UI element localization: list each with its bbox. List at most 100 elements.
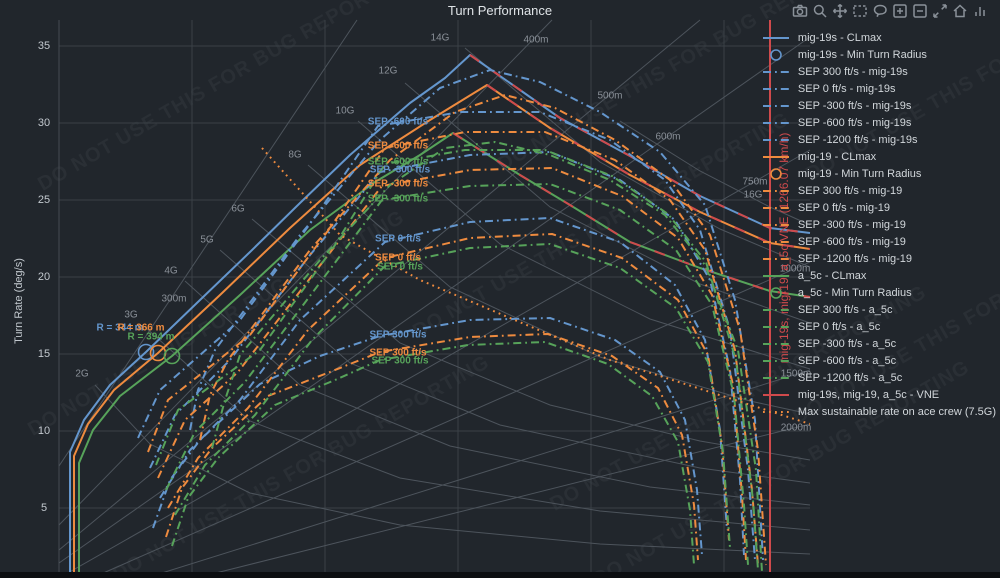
legend-item-sep-300-ft-s-mig-19s[interactable]: SEP -300 ft/s - mig-19s <box>761 100 996 112</box>
radius-guide-600m <box>58 36 811 564</box>
legend-label: a_5c - CLmax <box>797 270 867 282</box>
series-sep-0-ft-s-mig-19 <box>167 233 730 541</box>
legend-label: SEP -300 ft/s - a_5c <box>797 338 897 350</box>
g-guide-12G <box>404 82 811 324</box>
legend-item-sep-0-ft-s-a-5c[interactable]: SEP 0 ft/s - a_5c <box>761 321 996 333</box>
legend-swatch-dashdot <box>762 377 789 379</box>
legend-item-a-5c-clmax[interactable]: a_5c - CLmax <box>761 270 996 282</box>
legend-item-sep-300-ft-s-mig-19s[interactable]: SEP 300 ft/s - mig-19s <box>761 66 996 78</box>
legend-label: mig-19s, mig-19, a_5c - VNE <box>797 389 940 401</box>
legend-swatch-solid <box>762 394 789 396</box>
series-sep-300-ft-s-mig-19s <box>152 317 703 556</box>
zoom-icon[interactable] <box>811 3 828 19</box>
legend-label: SEP -300 ft/s - mig-19s <box>797 100 912 112</box>
legend-label: SEP -1200 ft/s - a_5c <box>797 372 903 384</box>
marker-a-5c-min-turn-radius <box>163 347 181 365</box>
home-icon[interactable] <box>951 3 968 19</box>
legend-item-sep-0-ft-s-mig-19s[interactable]: SEP 0 ft/s - mig-19s <box>761 83 996 95</box>
legend-label: SEP -600 ft/s - mig-19 <box>797 236 906 248</box>
legend-swatch-solid <box>762 156 789 158</box>
legend-item-sep-300-ft-s-mig-19[interactable]: SEP -300 ft/s - mig-19 <box>761 219 996 231</box>
legend-label: SEP 300 ft/s - mig-19 <box>797 185 903 197</box>
legend-item-mig-19-min-turn-radius[interactable]: mig-19 - Min Turn Radius <box>761 168 996 180</box>
marker-mig-19s-min-turn-radius <box>137 343 155 361</box>
legend-label: Max sustainable rate on ace crew (7.5G) <box>797 406 996 418</box>
legend-swatch-dashdot <box>762 309 789 311</box>
legend-swatch-dashdot <box>762 360 789 362</box>
series-mig-19-clmax <box>73 84 811 578</box>
legend-item-sep-1200-ft-s-mig-19[interactable]: SEP -1200 ft/s - mig-19 <box>761 253 996 265</box>
legend-swatch-dashdot <box>762 326 789 328</box>
legend-item-sep-1200-ft-s-mig-19s[interactable]: SEP -1200 ft/s - mig-19s <box>761 134 996 146</box>
plotly-modebar <box>791 3 988 19</box>
series-sep-600-ft-s-mig-19 <box>147 131 759 566</box>
pan-icon[interactable] <box>831 3 848 19</box>
series-structural-overlay-mig-19s <box>469 54 811 234</box>
legend-item-max-sustainable-rate-on-ace-crew-7-5g-[interactable]: Max sustainable rate on ace crew (7.5G) <box>761 406 996 418</box>
g-guide-6G <box>251 218 811 461</box>
legend-swatch-dashdot <box>762 71 789 73</box>
box-select-icon[interactable] <box>851 3 868 19</box>
legend-item-a-5c-min-turn-radius[interactable]: a_5c - Min Turn Radius <box>761 287 996 299</box>
g-guide-10G <box>357 120 811 370</box>
camera-icon[interactable] <box>791 3 808 19</box>
g-guide-4G <box>184 280 811 506</box>
legend-item-sep-600-ft-s-a-5c[interactable]: SEP -600 ft/s - a_5c <box>761 355 996 367</box>
radius-guide-2000m <box>195 423 811 578</box>
legend-item-mig-19s-min-turn-radius[interactable]: mig-19s - Min Turn Radius <box>761 49 996 61</box>
legend-swatch-solid <box>762 37 789 39</box>
legend-swatch-dashdot <box>762 139 789 141</box>
legend-item-sep-0-ft-s-mig-19[interactable]: SEP 0 ft/s - mig-19 <box>761 202 996 214</box>
series-sep-0-ft-s-a-5c <box>174 243 731 549</box>
legend-label: mig-19 - Min Turn Radius <box>797 168 922 180</box>
legend-label: mig-19s - Min Turn Radius <box>797 49 927 61</box>
legend-item-sep-600-ft-s-mig-19[interactable]: SEP -600 ft/s - mig-19 <box>761 236 996 248</box>
legend-item-mig-19-clmax[interactable]: mig-19 - CLmax <box>761 151 996 163</box>
legend: mig-19s - CLmax mig-19s - Min Turn Radius… <box>761 32 996 418</box>
zoom-out-icon[interactable] <box>911 3 928 19</box>
zoom-in-icon[interactable] <box>891 3 908 19</box>
legend-swatch-dashdot <box>762 224 789 226</box>
legend-item-mig-19s-clmax[interactable]: mig-19s - CLmax <box>761 32 996 44</box>
bottom-crop-strip <box>0 572 1000 578</box>
lasso-icon[interactable] <box>871 3 888 19</box>
legend-swatch-dashdot <box>762 190 789 192</box>
legend-swatch-dashdot <box>762 207 789 209</box>
g-guide-5G <box>219 249 811 484</box>
legend-label: SEP 300 ft/s - a_5c <box>797 304 893 316</box>
g-guide-14G <box>464 47 811 268</box>
legend-item-sep-600-ft-s-mig-19s[interactable]: SEP -600 ft/s - mig-19s <box>761 117 996 129</box>
legend-item-sep-300-ft-s-a-5c[interactable]: SEP -300 ft/s - a_5c <box>761 338 996 350</box>
radius-guide-1500m <box>145 369 811 578</box>
legend-item-mig-19s-mig-19-a-5c-vne[interactable]: mig-19s, mig-19, a_5c - VNE <box>761 389 996 401</box>
legend-swatch-dot <box>762 411 789 413</box>
series-max-sustainable-rate-on-ace-crew-7-5g- <box>261 147 811 425</box>
legend-label: SEP -1200 ft/s - mig-19 <box>797 253 913 265</box>
g-guide-3G <box>144 326 811 531</box>
series-structural-overlay-a-5c <box>452 132 811 298</box>
legend-label: mig-19 - CLmax <box>797 151 877 163</box>
series-sep-0-ft-s-mig-19s <box>159 217 728 531</box>
autoscale-icon[interactable] <box>931 3 948 19</box>
legend-item-sep-300-ft-s-mig-19[interactable]: SEP 300 ft/s - mig-19 <box>761 185 996 197</box>
legend-label: SEP 0 ft/s - mig-19s <box>797 83 896 95</box>
legend-item-sep-1200-ft-s-a-5c[interactable]: SEP -1200 ft/s - a_5c <box>761 372 996 384</box>
legend-swatch-dashdot <box>762 343 789 345</box>
legend-label: SEP -600 ft/s - a_5c <box>797 355 897 367</box>
radius-guide-300m <box>58 19 358 467</box>
series-sep-300-ft-s-mig-19 <box>165 333 699 561</box>
legend-label: SEP -300 ft/s - mig-19 <box>797 219 906 231</box>
plotly-logo-icon[interactable] <box>971 3 988 19</box>
legend-item-sep-300-ft-s-a-5c[interactable]: SEP 300 ft/s - a_5c <box>761 304 996 316</box>
g-guide-16G <box>619 120 811 226</box>
legend-label: SEP 300 ft/s - mig-19s <box>797 66 908 78</box>
legend-swatch-dashdot <box>762 122 789 124</box>
radius-guide-400m <box>58 19 553 526</box>
series-sep-1200-ft-s-a-5c <box>211 141 763 573</box>
legend-label: mig-19s - CLmax <box>797 32 882 44</box>
legend-swatch-dashdot <box>762 258 789 260</box>
legend-label: SEP -1200 ft/s - mig-19s <box>797 134 918 146</box>
radius-guide-1000m <box>91 261 811 578</box>
